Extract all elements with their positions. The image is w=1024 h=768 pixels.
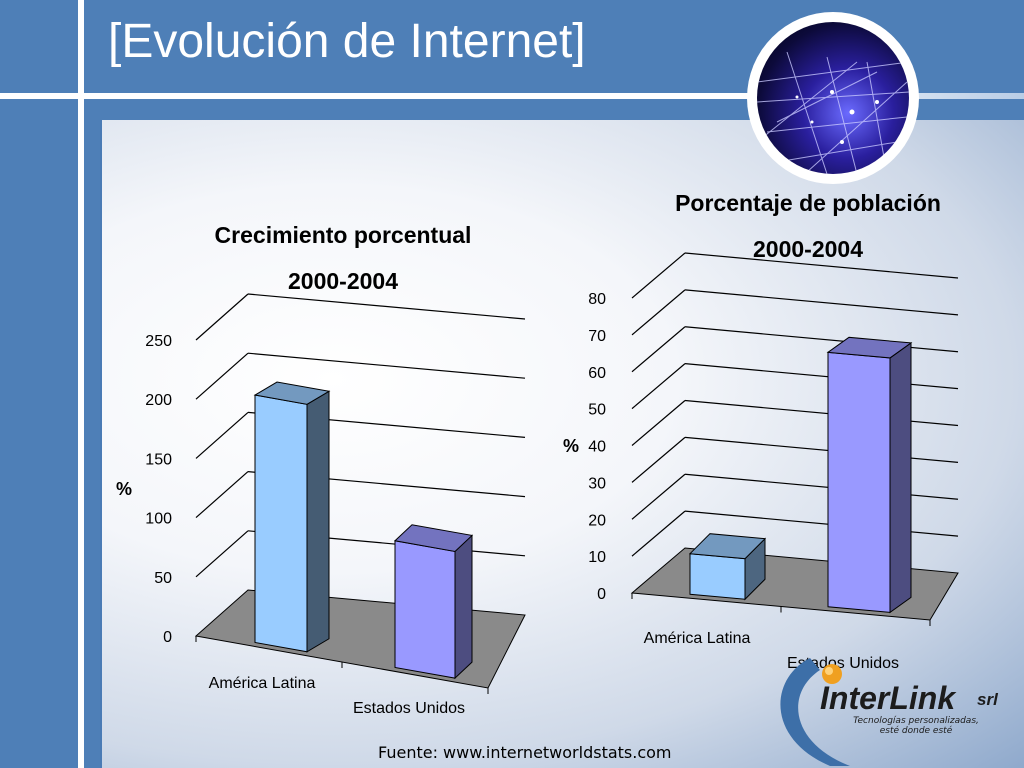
logo-tagline: Tecnologías personalizadas, esté donde e… bbox=[846, 716, 986, 736]
chart1-gridline-side-1 bbox=[195, 530, 249, 578]
chart2-category-label-0: América Latina bbox=[644, 630, 751, 647]
chart1-tick-label-3: 150 bbox=[145, 451, 172, 468]
chart1-gridline-back-4 bbox=[247, 352, 526, 379]
logo-name: InterLink bbox=[820, 680, 956, 716]
chart2-gridline-side-6 bbox=[631, 326, 686, 373]
vertical-divider bbox=[78, 0, 84, 768]
chart1-title: Crecimiento porcentual bbox=[214, 222, 472, 248]
chart1-bar-0 bbox=[254, 394, 308, 653]
chart1-gridline-side-3 bbox=[195, 411, 249, 459]
chart2-gridline-side-8 bbox=[631, 252, 686, 299]
chart2-gridline-side-7 bbox=[631, 289, 686, 336]
chart1-gridline-side-4 bbox=[195, 352, 249, 400]
chart2-tick-label-0: 0 bbox=[597, 586, 606, 603]
chart2-gridline-back-2 bbox=[684, 473, 959, 500]
slide-title: [Evolución de Internet] bbox=[108, 15, 586, 68]
chart1-bar-top-1 bbox=[393, 524, 474, 552]
chart2-bar-0 bbox=[689, 553, 746, 600]
chart2-tick-label-6: 60 bbox=[588, 365, 606, 382]
logo-tagline-line2: esté donde esté bbox=[879, 726, 953, 736]
chart2-gridline-side-3 bbox=[631, 436, 686, 483]
chart2-subtitle: 2000-2004 bbox=[753, 236, 863, 262]
logo-tagline-line1: Tecnologías personalizadas, bbox=[853, 716, 979, 726]
chart2-gridline-side-2 bbox=[631, 473, 686, 520]
chart1-gridline-side-2 bbox=[195, 471, 249, 519]
chart2-gridline-back-5 bbox=[684, 363, 959, 390]
chart2-gridline-side-5 bbox=[631, 363, 686, 410]
chart2-title: Porcentaje de población bbox=[675, 190, 941, 216]
chart1-gridline-side-5 bbox=[195, 293, 249, 341]
chart2-gridline-back-8 bbox=[684, 252, 959, 279]
chart2-gridline-side-4 bbox=[631, 400, 686, 446]
chart1-floor bbox=[194, 589, 526, 689]
chart1-tick-label-2: 100 bbox=[145, 511, 172, 528]
chart1-subtitle: 2000-2004 bbox=[288, 268, 398, 294]
chart2-gridline-back-3 bbox=[684, 436, 959, 463]
chart2-tick-label-5: 50 bbox=[588, 402, 606, 419]
chart2-gridline-side-1 bbox=[631, 510, 686, 557]
chart1-tick-label-5: 250 bbox=[145, 333, 172, 350]
chart2-tick-label-1: 10 bbox=[588, 549, 606, 566]
chart1-bar-side-1 bbox=[454, 534, 473, 680]
chart2-tick-label-7: 70 bbox=[588, 328, 606, 345]
chart1-tick-label-1: 50 bbox=[154, 570, 172, 587]
source-note: Fuente: www.internetworldstats.com bbox=[378, 743, 672, 762]
chart2-tick-label-3: 30 bbox=[588, 475, 606, 492]
chart2-tick-label-2: 20 bbox=[588, 512, 606, 529]
chart2-y-axis-label: % bbox=[563, 436, 579, 456]
chart1-bar-side-0 bbox=[306, 390, 330, 653]
network-lines bbox=[757, 51, 909, 174]
chart2-bar-top-0 bbox=[688, 533, 767, 560]
chart1-tick-label-4: 200 bbox=[145, 392, 172, 409]
chart2-gridline-back-1 bbox=[684, 510, 959, 537]
chart2-tick-label-4: 40 bbox=[588, 439, 606, 456]
chart1-y-axis-label: % bbox=[116, 479, 132, 499]
globe-image bbox=[747, 12, 919, 184]
logo-suffix: srl bbox=[977, 690, 998, 709]
chart1-category-label-0: América Latina bbox=[209, 675, 316, 692]
chart2-bar-side-1 bbox=[889, 341, 912, 614]
chart2-bar-top-1 bbox=[826, 336, 913, 359]
chart2-gridline-back-4 bbox=[684, 399, 959, 427]
chart2-gridline-back-7 bbox=[684, 289, 959, 316]
chart2-tick-label-8: 80 bbox=[588, 291, 606, 308]
chart1-tick-label-0: 0 bbox=[163, 629, 172, 646]
chart2-gridline-back-6 bbox=[684, 326, 959, 353]
chart1-gridline-back-5 bbox=[247, 293, 526, 320]
chart2-bar-1 bbox=[827, 351, 891, 613]
network-globe-icon bbox=[757, 22, 909, 174]
chart1-bar-top-0 bbox=[253, 381, 331, 405]
horizontal-divider bbox=[0, 93, 1024, 99]
chart1-bar-1 bbox=[394, 540, 456, 679]
chart1-category-label-1: Estados Unidos bbox=[353, 700, 465, 717]
logo-swoosh-icon bbox=[780, 658, 850, 766]
